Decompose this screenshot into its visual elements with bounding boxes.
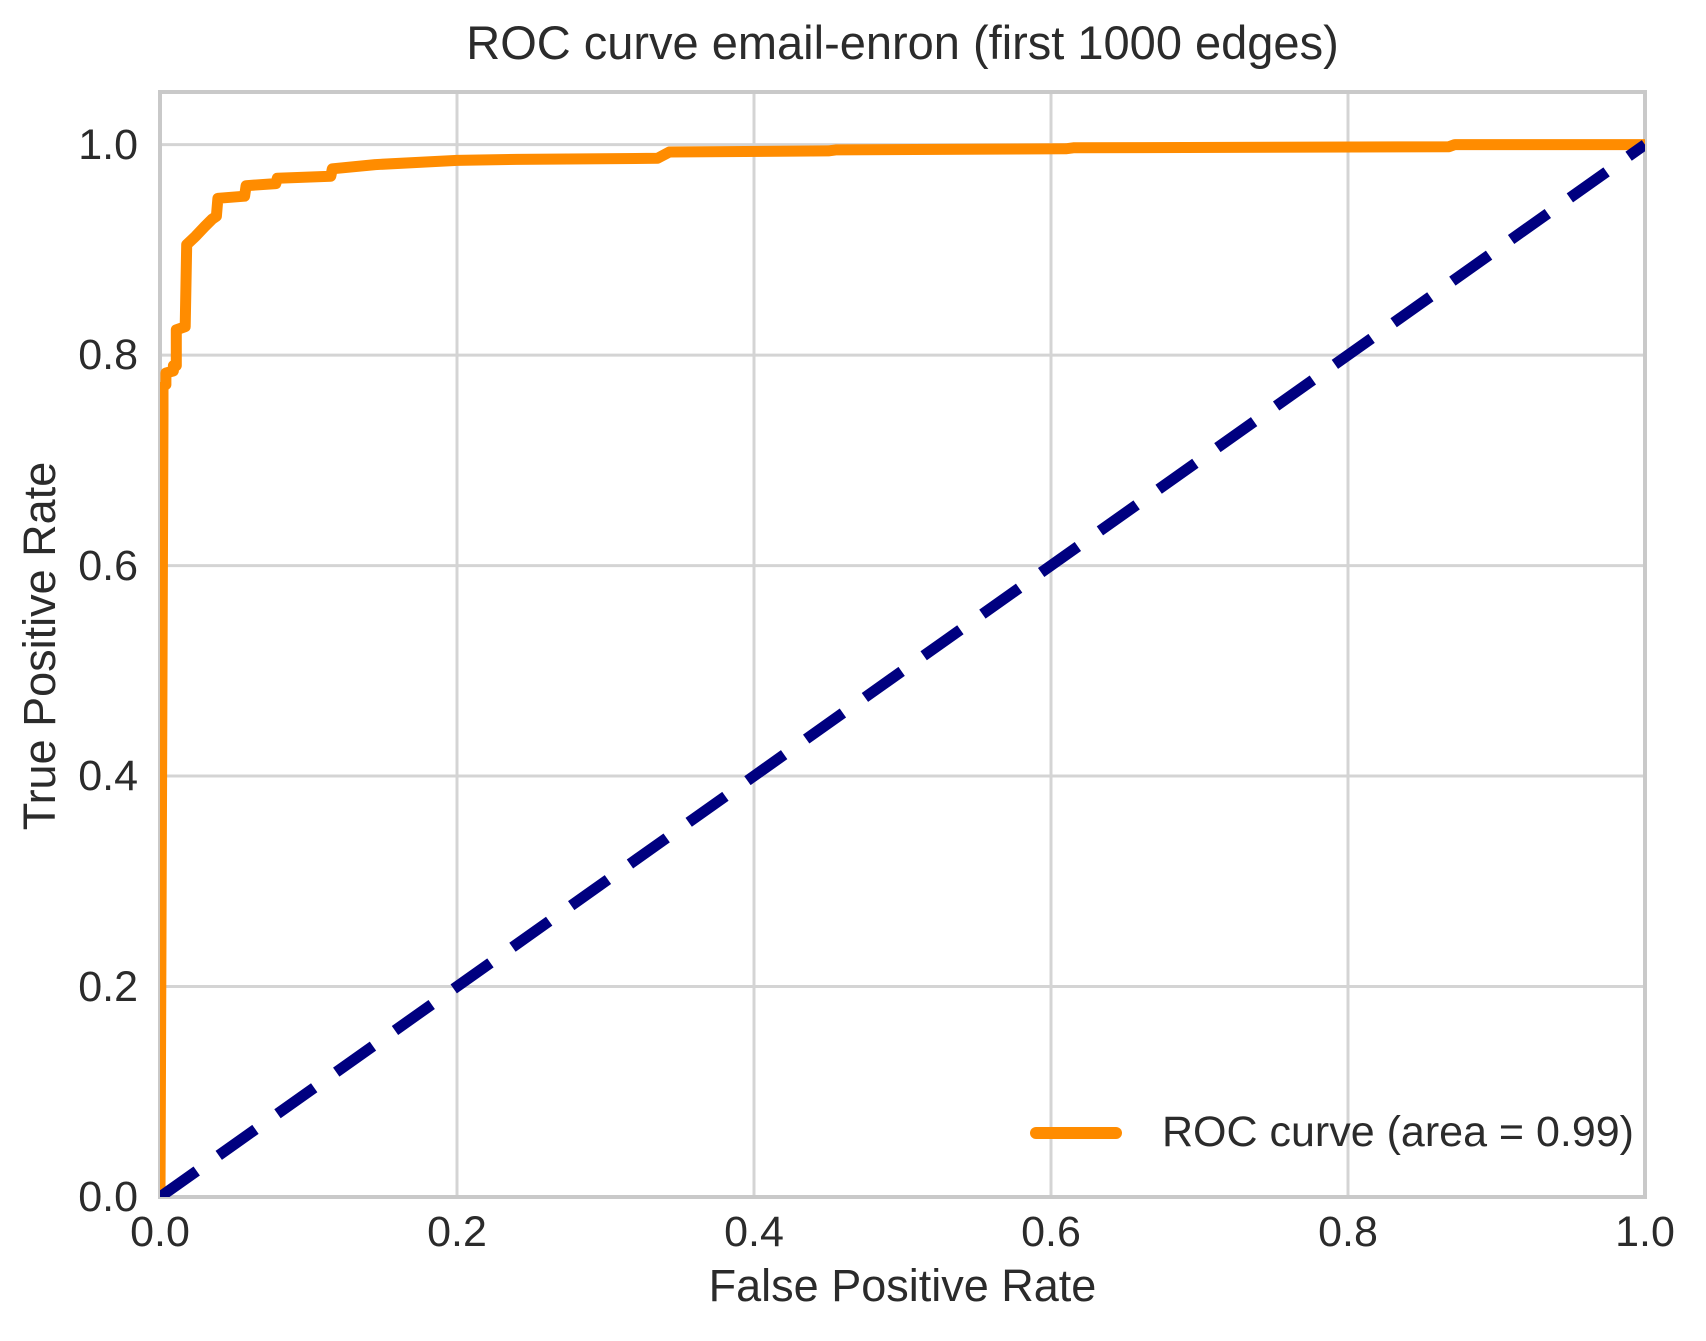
axes-spines: [158, 90, 1647, 1199]
chance-diagonal-line: [160, 140, 1645, 1197]
roc-curve-line: [160, 139, 1645, 1197]
y-axis-label: True Positive Rate: [14, 461, 65, 831]
x-tick-label: 1.0: [1615, 1208, 1675, 1256]
y-tick-label: 0.2: [78, 962, 138, 1011]
roc-curve-legend-swatch: [1030, 1126, 1122, 1139]
y-tick-label: 0.8: [78, 331, 138, 380]
x-tick-label: 0.0: [130, 1208, 190, 1256]
legend: ROC curve (area = 0.99): [1030, 1108, 1634, 1157]
x-tick-label: 0.8: [1318, 1208, 1378, 1256]
y-tick-label: 0.4: [78, 752, 138, 801]
legend-label: ROC curve (area = 0.99): [1162, 1108, 1634, 1156]
y-tick-label: 1.0: [78, 120, 138, 169]
y-tick-label: 0.6: [78, 541, 138, 590]
x-tick-label: 0.2: [427, 1208, 487, 1256]
x-tick-label: 0.4: [724, 1208, 784, 1256]
x-axis-label: False Positive Rate: [708, 1260, 1097, 1311]
x-tick-label: 0.6: [1021, 1208, 1081, 1256]
y-tick-label: 0.0: [78, 1173, 138, 1221]
chart-title: ROC curve email-enron (first 1000 edges): [466, 16, 1339, 69]
